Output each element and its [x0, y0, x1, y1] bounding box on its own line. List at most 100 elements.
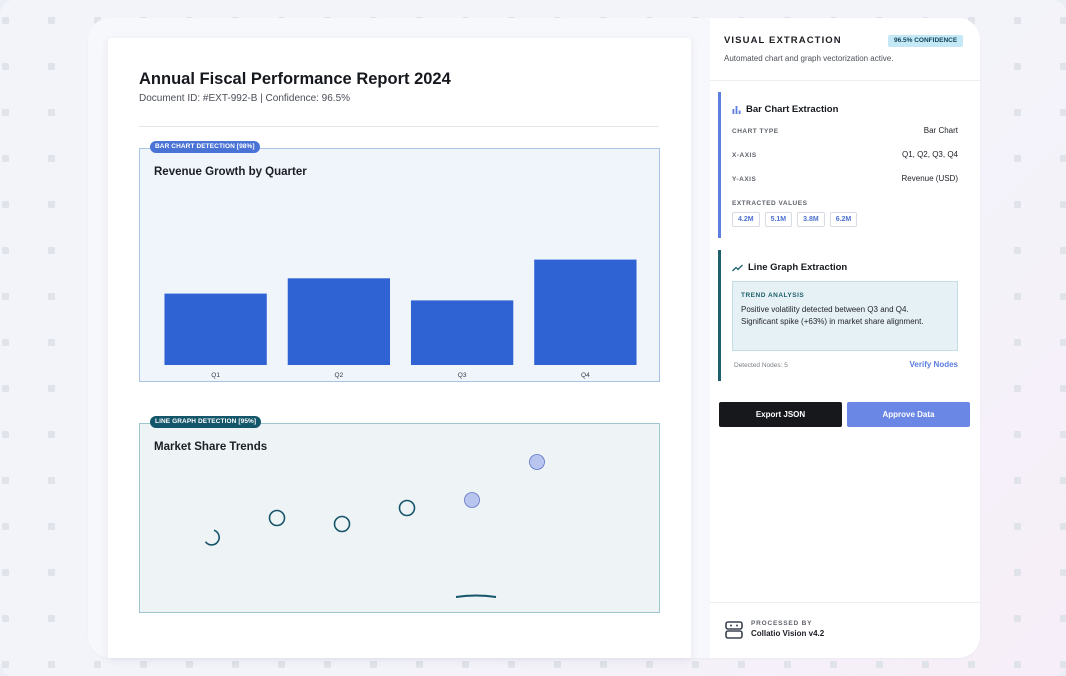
- data-point: [204, 529, 220, 546]
- background-dot: [876, 661, 883, 668]
- background-dot: [738, 661, 745, 668]
- bar-chart-title: Revenue Growth by Quarter: [154, 166, 307, 178]
- line-card-title: Line Graph Extraction: [732, 262, 847, 273]
- y-axis-value: Revenue (USD): [901, 174, 958, 183]
- background-dot: [2, 247, 9, 254]
- line-card-title-text: Line Graph Extraction: [748, 262, 848, 273]
- bar-chart-region[interactable]: BAR CHART DETECTION [98%] Revenue Growth…: [139, 141, 660, 382]
- extracted-values: 4.2M 5.1M 3.8M 6.2M: [732, 212, 858, 227]
- background-dot: [1060, 339, 1066, 346]
- processor-name: Collatio Vision v4.2: [751, 629, 825, 638]
- background-dot: [2, 477, 9, 484]
- background-dot: [1060, 385, 1066, 392]
- background-dot: [2, 523, 9, 530]
- background-dot: [922, 661, 929, 668]
- bar: [164, 293, 267, 365]
- trend-heading: TREND ANALYSIS: [741, 292, 805, 299]
- bar: [534, 259, 637, 365]
- background-dot: [1014, 109, 1021, 116]
- background-dot: [2, 109, 9, 116]
- background-dot: [48, 155, 55, 162]
- background-dot: [1060, 155, 1066, 162]
- background-dot: [1014, 63, 1021, 70]
- background-dot: [324, 661, 331, 668]
- background-dot: [48, 477, 55, 484]
- confidence-badge: 96.5% CONFIDENCE: [888, 35, 964, 47]
- bar-card-title-text: Bar Chart Extraction: [746, 104, 839, 115]
- data-point: [268, 509, 286, 527]
- data-point: [398, 499, 416, 517]
- background-dot: [2, 293, 9, 300]
- background-dot: [1060, 247, 1066, 254]
- x-axis-label: X-AXIS: [732, 152, 757, 159]
- line-graph: [204, 454, 545, 598]
- background-dot: [508, 661, 515, 668]
- bar-chart: Q1 Q2 Q3 Q4: [164, 259, 637, 379]
- background-dot: [968, 17, 975, 24]
- approve-data-button[interactable]: Approve Data: [847, 402, 970, 427]
- background-dot: [48, 661, 55, 668]
- x-tick-label: Q1: [211, 372, 220, 379]
- trend-analysis-box: TREND ANALYSIS Positive volatility detec…: [732, 281, 958, 351]
- x-axis-value: Q1, Q2, Q3, Q4: [901, 150, 958, 159]
- background-dot: [48, 201, 55, 208]
- background-dot: [1060, 523, 1066, 530]
- background-dot: [48, 109, 55, 116]
- export-json-button[interactable]: Export JSON: [719, 402, 842, 427]
- background-dot: [416, 661, 423, 668]
- background-dot: [1014, 477, 1021, 484]
- background-dot: [94, 661, 101, 668]
- trend-line-fragment: [455, 594, 497, 598]
- divider: [139, 126, 659, 127]
- value-chip[interactable]: 5.1M: [764, 212, 793, 227]
- background-dot: [1014, 569, 1021, 576]
- value-chip[interactable]: 6.2M: [829, 212, 858, 227]
- value-chip[interactable]: 3.8M: [797, 212, 825, 227]
- background-dot: [48, 569, 55, 576]
- background-dot: [48, 339, 55, 346]
- divider: [710, 80, 980, 81]
- trend-text: Positive volatility detected between Q3 …: [741, 305, 924, 326]
- background-dot: [186, 661, 193, 668]
- document-meta: Document ID: #EXT-992-B | Confidence: 96…: [139, 93, 351, 104]
- background-dot: [2, 201, 9, 208]
- background-dot: [2, 155, 9, 162]
- background-dot: [1014, 615, 1021, 622]
- bar: [287, 278, 391, 365]
- background-dot: [1060, 109, 1066, 116]
- background-dot: [2, 17, 9, 24]
- background-dot: [1014, 385, 1021, 392]
- background-dot: [1014, 339, 1021, 346]
- verify-nodes-link[interactable]: Verify Nodes: [909, 360, 958, 369]
- extracted-values-label: EXTRACTED VALUES: [732, 200, 808, 207]
- processed-by-label: PROCESSED BY: [751, 620, 813, 627]
- data-point: [464, 492, 480, 508]
- background-dot: [462, 661, 469, 668]
- background-dot: [1014, 431, 1021, 438]
- value-chip[interactable]: 4.2M: [732, 212, 760, 227]
- panel-subtitle: Automated chart and graph vectorization …: [724, 54, 894, 63]
- background-dot: [1014, 155, 1021, 162]
- background-dot: [48, 63, 55, 70]
- background-dot: [48, 247, 55, 254]
- background-dot: [278, 661, 285, 668]
- background-dot: [48, 17, 55, 24]
- background-dot: [1014, 17, 1021, 24]
- background-dot: [1060, 63, 1066, 70]
- data-point: [529, 454, 545, 470]
- robot-icon: [725, 621, 743, 639]
- background-dot: [784, 661, 791, 668]
- line-graph-region[interactable]: LINE GRAPH DETECTION [95%] Market Share …: [139, 416, 660, 613]
- background-dot: [1060, 661, 1066, 668]
- divider: [710, 602, 980, 603]
- background-dot: [48, 615, 55, 622]
- background-dot: [1060, 293, 1066, 300]
- background-dot: [968, 661, 975, 668]
- background-dot: [830, 661, 837, 668]
- background-dot: [2, 339, 9, 346]
- y-axis-label: Y-AXIS: [732, 176, 757, 183]
- bar-card-title: Bar Chart Extraction: [732, 104, 838, 115]
- background-dot: [692, 661, 699, 668]
- background-dot: [2, 385, 9, 392]
- trend-line-icon: [732, 264, 743, 271]
